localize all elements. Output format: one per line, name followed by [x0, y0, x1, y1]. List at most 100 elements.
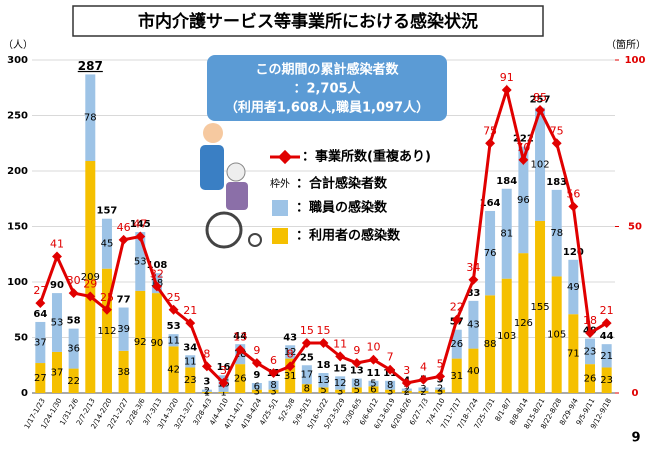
bar-segment: [301, 365, 312, 385]
line-marker: [368, 354, 379, 365]
total-label: 164: [480, 198, 501, 209]
bar-segment: [335, 389, 346, 393]
annotation-box: [207, 55, 447, 121]
bar-segment: [68, 328, 79, 369]
line-marker: [135, 231, 146, 242]
bar-segment: [168, 346, 179, 393]
data-label: 88: [484, 339, 497, 350]
total-label: 44: [233, 331, 247, 342]
line-label: 15: [300, 324, 314, 337]
bar-segment: [368, 380, 379, 387]
line-label: 25: [100, 291, 114, 304]
line-marker: [235, 344, 246, 355]
data-label: 6: [254, 381, 260, 392]
line-label: 9: [353, 344, 360, 357]
bar-segment: [318, 373, 329, 388]
bar-segment: [218, 391, 229, 393]
line-marker: [185, 318, 196, 329]
data-label: 2: [420, 387, 426, 398]
line-marker: [52, 251, 62, 262]
data-label: 5: [320, 385, 326, 396]
data-label: 31: [450, 371, 463, 382]
total-label: 77: [117, 295, 131, 306]
total-label: 184: [496, 176, 517, 187]
data-label: 78: [550, 228, 563, 239]
line-label: 46: [117, 221, 131, 234]
bar-segment: [51, 351, 62, 393]
data-label: 112: [97, 326, 116, 337]
line-label: 75: [483, 124, 497, 137]
overlay: この期間の累計感染者数 ：2,705人 （利用者1,608人,職員1,097人）…: [200, 55, 447, 249]
total-label: 222: [513, 134, 534, 145]
bar-segment: [351, 387, 362, 393]
bar-segment: [418, 387, 429, 391]
data-label: 5: [370, 379, 376, 390]
line-label: 75: [550, 124, 564, 137]
data-label: 1: [204, 387, 210, 398]
data-label: 2: [204, 386, 210, 397]
data-label: 45: [101, 239, 114, 250]
data-label: 21: [600, 351, 613, 362]
bar-segment: [568, 259, 579, 315]
bar-segment: [351, 378, 362, 388]
bar-segment: [135, 232, 146, 291]
bar-segment: [285, 358, 296, 393]
bar-segment: [251, 389, 262, 393]
bar-segment: [368, 386, 379, 393]
line-marker: [601, 318, 612, 329]
data-label: 102: [530, 159, 549, 170]
bar-segment: [318, 387, 329, 393]
annotation: この期間の累計感染者数: [255, 62, 399, 78]
data-label: 23: [184, 375, 197, 386]
data-label: 3: [420, 384, 426, 395]
line-label: 10: [366, 341, 380, 354]
data-label: 49: [567, 282, 580, 293]
line-label: 8: [287, 347, 294, 360]
bar-segment: [501, 278, 512, 393]
line-label: 85: [533, 91, 547, 104]
bar-segment: [468, 348, 479, 393]
bar-segment: [401, 388, 412, 391]
line-label: 41: [50, 237, 64, 250]
data-label: 155: [530, 302, 549, 313]
data-label: 27: [34, 373, 47, 384]
data-label: 1: [220, 387, 226, 398]
data-label: 8: [354, 378, 360, 389]
data-label: 53: [134, 256, 147, 267]
title-box: [72, 5, 544, 37]
line-label: 30: [67, 274, 81, 287]
bar-segment: [485, 295, 496, 393]
line-marker: [268, 368, 279, 378]
line-marker: [485, 138, 496, 149]
line-marker: [385, 364, 396, 375]
legend-label: ：利用者の感染数: [296, 228, 401, 244]
data-label: 36: [67, 344, 80, 355]
legend-swatch: [272, 228, 288, 244]
bar-segment: [585, 364, 596, 393]
bar-segment: [435, 387, 446, 390]
line-label: 21: [183, 304, 197, 317]
legend-note: 枠外: [270, 177, 290, 190]
line-marker: [318, 338, 329, 348]
data-label: 209: [81, 272, 100, 283]
data-label: 105: [547, 330, 566, 341]
annotation: （利用者1,608人,職員1,097人）: [225, 100, 429, 116]
bar-segment: [185, 367, 196, 393]
line-label: 3: [220, 364, 227, 377]
data-label: 8: [304, 384, 310, 395]
data-label: 2: [404, 387, 410, 398]
total-label: 3: [203, 377, 210, 388]
bar-segment: [268, 389, 279, 393]
y-axis-label: （人）: [3, 39, 33, 51]
line-label: 32: [150, 267, 164, 280]
data-label: 43: [467, 320, 480, 331]
bar-segment: [118, 307, 129, 351]
total-label: 145: [130, 219, 151, 230]
data-label: 38: [117, 367, 130, 378]
total-label: 43: [283, 332, 297, 343]
data-label: 71: [567, 349, 580, 360]
chart-title: 市内介護サービス等事業所における感染状況: [138, 11, 478, 32]
bar-segment: [551, 276, 562, 393]
bar-segment: [568, 314, 579, 393]
